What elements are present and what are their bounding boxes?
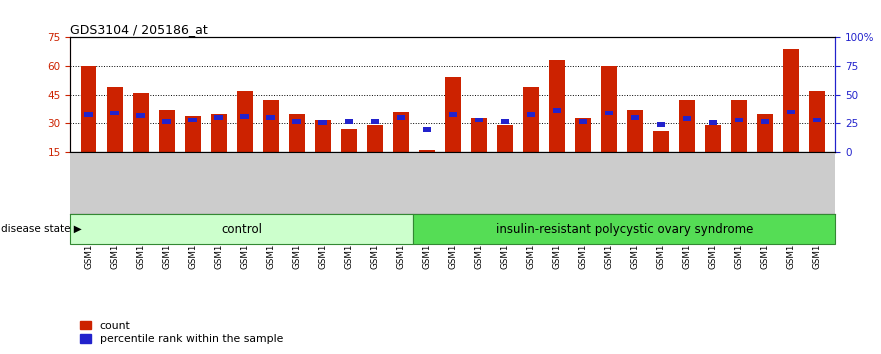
- Bar: [575, 118, 590, 152]
- Bar: [315, 120, 330, 152]
- Bar: [757, 114, 773, 152]
- Text: control: control: [221, 223, 263, 236]
- Bar: [341, 129, 357, 152]
- Bar: [211, 114, 226, 152]
- Bar: [214, 115, 223, 120]
- Bar: [237, 91, 253, 152]
- Text: insulin-resistant polycystic ovary syndrome: insulin-resistant polycystic ovary syndr…: [495, 223, 753, 236]
- Bar: [549, 60, 565, 152]
- Bar: [475, 118, 483, 122]
- Bar: [419, 150, 434, 152]
- Bar: [107, 87, 122, 152]
- Bar: [708, 120, 717, 125]
- Bar: [241, 114, 249, 119]
- Bar: [783, 49, 799, 152]
- Bar: [81, 66, 97, 152]
- Bar: [604, 111, 613, 115]
- Bar: [263, 101, 278, 152]
- Bar: [159, 110, 174, 152]
- Bar: [110, 111, 119, 115]
- Bar: [185, 116, 201, 152]
- Bar: [371, 119, 379, 124]
- Bar: [631, 115, 640, 120]
- Bar: [367, 125, 382, 152]
- Bar: [705, 125, 721, 152]
- Bar: [527, 112, 535, 117]
- Bar: [653, 131, 669, 152]
- Bar: [319, 120, 327, 125]
- Bar: [189, 118, 197, 122]
- Bar: [497, 125, 513, 152]
- Bar: [413, 214, 835, 244]
- Bar: [601, 66, 617, 152]
- Bar: [137, 113, 145, 118]
- Bar: [735, 118, 744, 122]
- Bar: [579, 119, 587, 124]
- Bar: [85, 112, 93, 117]
- Bar: [812, 118, 821, 122]
- Text: GDS3104 / 205186_at: GDS3104 / 205186_at: [70, 23, 208, 36]
- Bar: [445, 78, 461, 152]
- Bar: [423, 127, 431, 132]
- Bar: [656, 122, 665, 127]
- Bar: [292, 119, 301, 124]
- Bar: [162, 119, 171, 124]
- Bar: [683, 116, 692, 121]
- Bar: [679, 101, 695, 152]
- Bar: [731, 101, 747, 152]
- Bar: [552, 108, 561, 113]
- Bar: [523, 87, 538, 152]
- Bar: [70, 214, 413, 244]
- Bar: [627, 110, 643, 152]
- Bar: [471, 118, 486, 152]
- Bar: [396, 115, 405, 120]
- Bar: [393, 112, 409, 152]
- Bar: [500, 119, 509, 124]
- Text: disease state ▶: disease state ▶: [1, 224, 82, 234]
- Bar: [760, 119, 769, 124]
- Bar: [448, 112, 457, 117]
- Bar: [266, 115, 275, 120]
- Bar: [344, 119, 353, 124]
- Legend: count, percentile rank within the sample: count, percentile rank within the sample: [76, 316, 287, 349]
- Bar: [809, 91, 825, 152]
- Bar: [133, 93, 149, 152]
- Bar: [787, 109, 796, 114]
- Bar: [289, 114, 305, 152]
